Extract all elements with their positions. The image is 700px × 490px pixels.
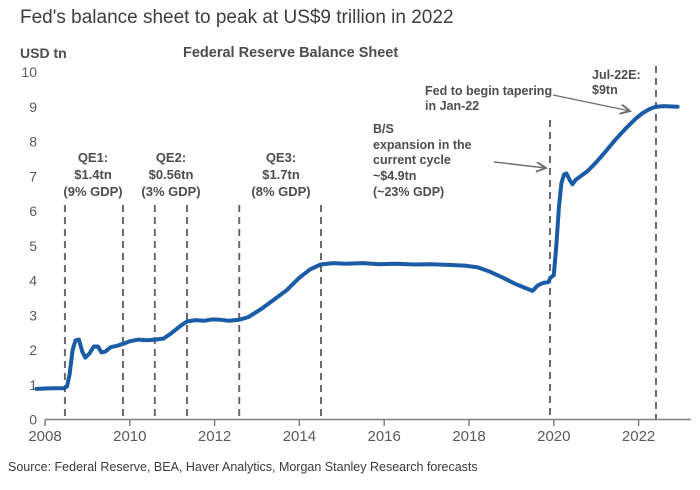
y-tick-label: 5 <box>29 238 37 254</box>
x-tick-label: 2012 <box>198 428 231 445</box>
annotation-qe2: QE2: $0.56tn (3% GDP) <box>141 150 201 199</box>
y-tick-label: 4 <box>29 273 37 289</box>
y-tick-label: 10 <box>21 64 37 80</box>
x-tick-label: 2022 <box>622 428 655 445</box>
y-tick-label: 6 <box>29 203 37 219</box>
annotation-qe1: QE1: $1.4tn (9% GDP) <box>63 150 123 199</box>
x-tick-label: 2016 <box>368 428 401 445</box>
x-tick-label: 2010 <box>113 428 146 445</box>
source-note: Source: Federal Reserve, BEA, Haver Anal… <box>8 460 478 474</box>
balance-sheet-line <box>34 104 680 391</box>
annotation-arrow <box>552 94 630 111</box>
x-tick-label: 2018 <box>452 428 485 445</box>
annotation-jul22-estimate: Jul-22E: $9tn <box>592 68 641 98</box>
chart-title: Federal Reserve Balance Sheet <box>183 45 399 61</box>
y-tick-label: 1 <box>29 377 37 393</box>
x-tick-label: 2008 <box>28 428 61 445</box>
page-title: Fed's balance sheet to peak at US$9 tril… <box>20 7 454 28</box>
annotation-qe3: QE3: $1.7tn (8% GDP) <box>251 150 311 199</box>
y-tick-label: 7 <box>29 168 37 184</box>
x-tick-label: 2014 <box>283 428 316 445</box>
y-tick-label: 0 <box>29 412 37 428</box>
y-tick-label: 8 <box>29 134 37 150</box>
y-tick-label: 2 <box>29 342 37 358</box>
annotation-arrow <box>493 161 546 168</box>
y-tick-label: 9 <box>29 99 37 115</box>
annotation-bs-expansion: B/S expansion in the current cycle ~$4.9… <box>373 122 472 199</box>
y-axis-unit-label: USD tn <box>20 45 67 61</box>
x-tick-label: 2020 <box>537 428 570 445</box>
annotation-tapering: Fed to begin tapering in Jan-22 <box>425 84 553 114</box>
y-tick-label: 3 <box>29 307 37 323</box>
